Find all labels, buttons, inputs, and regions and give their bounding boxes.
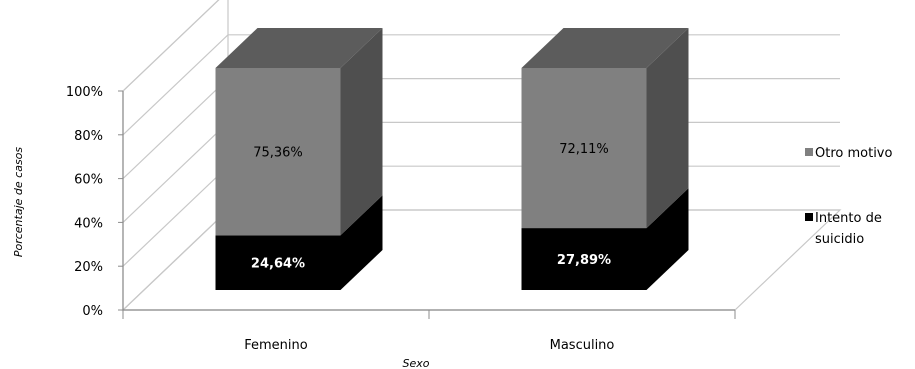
y-tick-label: 80%: [74, 129, 103, 144]
bar-side: [340, 28, 383, 236]
side-wall: [122, 0, 229, 312]
y-tick-label: 60%: [74, 173, 103, 188]
y-tick-label: 20%: [74, 260, 103, 275]
y-tick-label: 0%: [82, 304, 103, 319]
bar-top: [215, 28, 383, 68]
bar-segment: [521, 228, 647, 290]
bar-segment: [215, 235, 341, 290]
x-tick-label: Masculino: [550, 338, 615, 353]
bar-segment: [521, 68, 647, 229]
legend-swatch: [805, 213, 813, 221]
gridline: [122, 0, 220, 92]
x-tick-label: Femenino: [244, 338, 308, 353]
bar-segment: [215, 68, 341, 236]
bar-side: [646, 188, 689, 290]
chart-legend: Otro motivo Intento de suicidio: [805, 146, 892, 247]
legend-label: Otro motivo: [815, 146, 892, 161]
data-label: 24,64%: [251, 257, 305, 272]
data-label: 72,11%: [559, 142, 609, 157]
bar-top: [521, 28, 689, 68]
bar-side: [646, 28, 689, 229]
legend-label: Intento de suicidio: [815, 211, 882, 247]
y-axis-title: Porcentaje de casos: [12, 147, 25, 258]
y-tick-label: 40%: [74, 216, 103, 231]
y-tick-label: 100%: [66, 85, 103, 100]
data-label: 27,89%: [557, 253, 611, 268]
chart-axes: 0% 20% 40% 60% 80% 100% Femenino Masculino Sexo P…: [12, 85, 736, 369]
chart-bars: 24,64% 75,36% 27,89% 72,11%: [215, 28, 689, 290]
legend-swatch: [805, 148, 813, 156]
data-label: 75,36%: [253, 146, 303, 161]
bar-side: [340, 195, 383, 290]
x-axis-title: Sexo: [403, 357, 430, 369]
